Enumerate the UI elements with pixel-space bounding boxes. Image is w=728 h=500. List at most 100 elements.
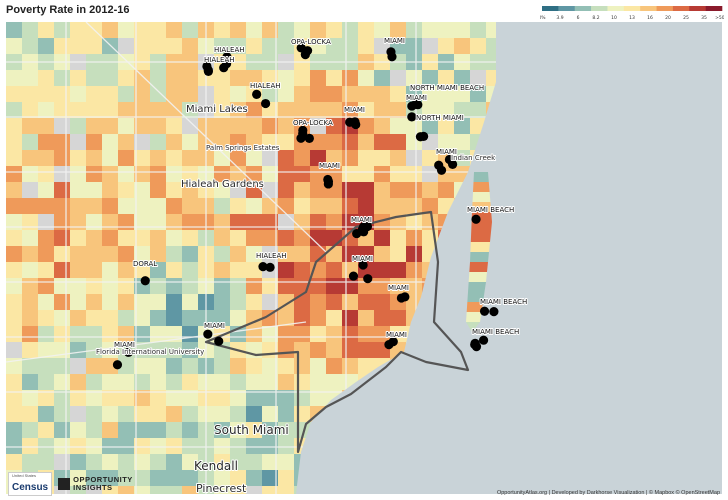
census-tract[interactable] bbox=[262, 150, 278, 166]
census-tract[interactable] bbox=[454, 38, 470, 54]
census-tract[interactable] bbox=[294, 22, 310, 38]
census-tract[interactable] bbox=[150, 374, 166, 390]
census-tract[interactable] bbox=[278, 342, 294, 358]
census-tract[interactable] bbox=[461, 262, 496, 272]
census-tract[interactable] bbox=[461, 202, 496, 212]
census-tract[interactable] bbox=[374, 246, 390, 262]
census-tract[interactable] bbox=[70, 294, 86, 310]
census-tract[interactable] bbox=[182, 86, 198, 102]
census-tract[interactable] bbox=[374, 166, 390, 182]
census-tract[interactable] bbox=[150, 326, 166, 342]
census-tract[interactable] bbox=[38, 342, 54, 358]
census-tract[interactable] bbox=[470, 70, 486, 86]
census-tract[interactable] bbox=[461, 282, 496, 292]
census-tract[interactable] bbox=[326, 38, 342, 54]
census-tract[interactable] bbox=[70, 182, 86, 198]
census-tract[interactable] bbox=[278, 454, 294, 470]
census-tract[interactable] bbox=[454, 22, 470, 38]
place-marker[interactable] bbox=[489, 307, 499, 317]
census-tract[interactable] bbox=[278, 134, 294, 150]
census-tract[interactable] bbox=[22, 310, 38, 326]
census-tract[interactable] bbox=[38, 422, 54, 438]
census-tract[interactable] bbox=[262, 438, 278, 454]
census-tract[interactable] bbox=[390, 134, 406, 150]
census-tract[interactable] bbox=[390, 22, 406, 38]
census-tract[interactable] bbox=[438, 38, 454, 54]
census-tract[interactable] bbox=[454, 134, 470, 150]
census-tract[interactable] bbox=[214, 38, 230, 54]
census-tract[interactable] bbox=[422, 102, 438, 118]
census-tract[interactable] bbox=[310, 182, 326, 198]
census-tract[interactable] bbox=[70, 422, 86, 438]
census-tract[interactable] bbox=[38, 438, 54, 454]
census-tract[interactable] bbox=[6, 86, 22, 102]
census-tract[interactable] bbox=[134, 294, 150, 310]
place-marker[interactable] bbox=[260, 98, 271, 109]
census-tract[interactable] bbox=[86, 214, 102, 230]
census-tract[interactable] bbox=[246, 358, 262, 374]
census-tract[interactable] bbox=[54, 294, 70, 310]
census-tract[interactable] bbox=[246, 198, 262, 214]
census-tract[interactable] bbox=[6, 38, 22, 54]
census-tract[interactable] bbox=[214, 22, 230, 38]
census-tract[interactable] bbox=[214, 230, 230, 246]
census-tract[interactable] bbox=[70, 358, 86, 374]
census-tract[interactable] bbox=[214, 310, 230, 326]
census-tract[interactable] bbox=[390, 246, 406, 262]
census-tract[interactable] bbox=[310, 214, 326, 230]
census-tract[interactable] bbox=[118, 278, 134, 294]
place-marker[interactable] bbox=[123, 347, 134, 357]
census-tract[interactable] bbox=[326, 198, 342, 214]
census-tract[interactable] bbox=[230, 214, 246, 230]
census-tract[interactable] bbox=[486, 22, 502, 38]
census-tract[interactable] bbox=[454, 118, 470, 134]
census-tract[interactable] bbox=[438, 22, 454, 38]
census-tract[interactable] bbox=[150, 454, 166, 470]
place-marker[interactable] bbox=[478, 335, 489, 345]
census-tract[interactable] bbox=[102, 166, 118, 182]
census-tract[interactable] bbox=[38, 358, 54, 374]
place-marker[interactable] bbox=[345, 117, 355, 127]
census-tract[interactable] bbox=[54, 438, 70, 454]
census-tract[interactable] bbox=[182, 150, 198, 166]
census-tract[interactable] bbox=[294, 182, 310, 198]
census-tract[interactable] bbox=[326, 86, 342, 102]
place-marker[interactable] bbox=[214, 336, 224, 346]
census-tract[interactable] bbox=[6, 262, 22, 278]
census-tract[interactable] bbox=[374, 134, 390, 150]
census-tract[interactable] bbox=[150, 342, 166, 358]
census-tract[interactable] bbox=[86, 246, 102, 262]
census-tract[interactable] bbox=[342, 294, 358, 310]
census-tract[interactable] bbox=[358, 198, 374, 214]
census-tract[interactable] bbox=[38, 134, 54, 150]
census-tract[interactable] bbox=[182, 246, 198, 262]
census-tract[interactable] bbox=[182, 406, 198, 422]
census-tract[interactable] bbox=[278, 486, 294, 494]
census-tract[interactable] bbox=[461, 192, 496, 202]
census-tract[interactable] bbox=[150, 422, 166, 438]
census-tract[interactable] bbox=[86, 102, 102, 118]
place-marker[interactable] bbox=[479, 306, 490, 316]
census-tract[interactable] bbox=[406, 150, 422, 166]
census-tract[interactable] bbox=[358, 86, 374, 102]
census-tract[interactable] bbox=[6, 102, 22, 118]
census-tract[interactable] bbox=[262, 294, 278, 310]
census-tract[interactable] bbox=[86, 262, 102, 278]
census-tract[interactable] bbox=[102, 70, 118, 86]
census-tract[interactable] bbox=[6, 342, 22, 358]
census-tract[interactable] bbox=[22, 454, 38, 470]
census-tract[interactable] bbox=[102, 246, 118, 262]
census-tract[interactable] bbox=[470, 86, 486, 102]
census-tract[interactable] bbox=[406, 262, 422, 278]
census-tract[interactable] bbox=[406, 70, 422, 86]
census-tract[interactable] bbox=[454, 86, 470, 102]
census-tract[interactable] bbox=[6, 310, 22, 326]
census-tract[interactable] bbox=[134, 374, 150, 390]
census-tract[interactable] bbox=[102, 150, 118, 166]
census-tract[interactable] bbox=[358, 326, 374, 342]
census-tract[interactable] bbox=[214, 166, 230, 182]
census-tract[interactable] bbox=[134, 102, 150, 118]
census-tract[interactable] bbox=[134, 310, 150, 326]
census-tract[interactable] bbox=[70, 278, 86, 294]
census-tract[interactable] bbox=[166, 214, 182, 230]
